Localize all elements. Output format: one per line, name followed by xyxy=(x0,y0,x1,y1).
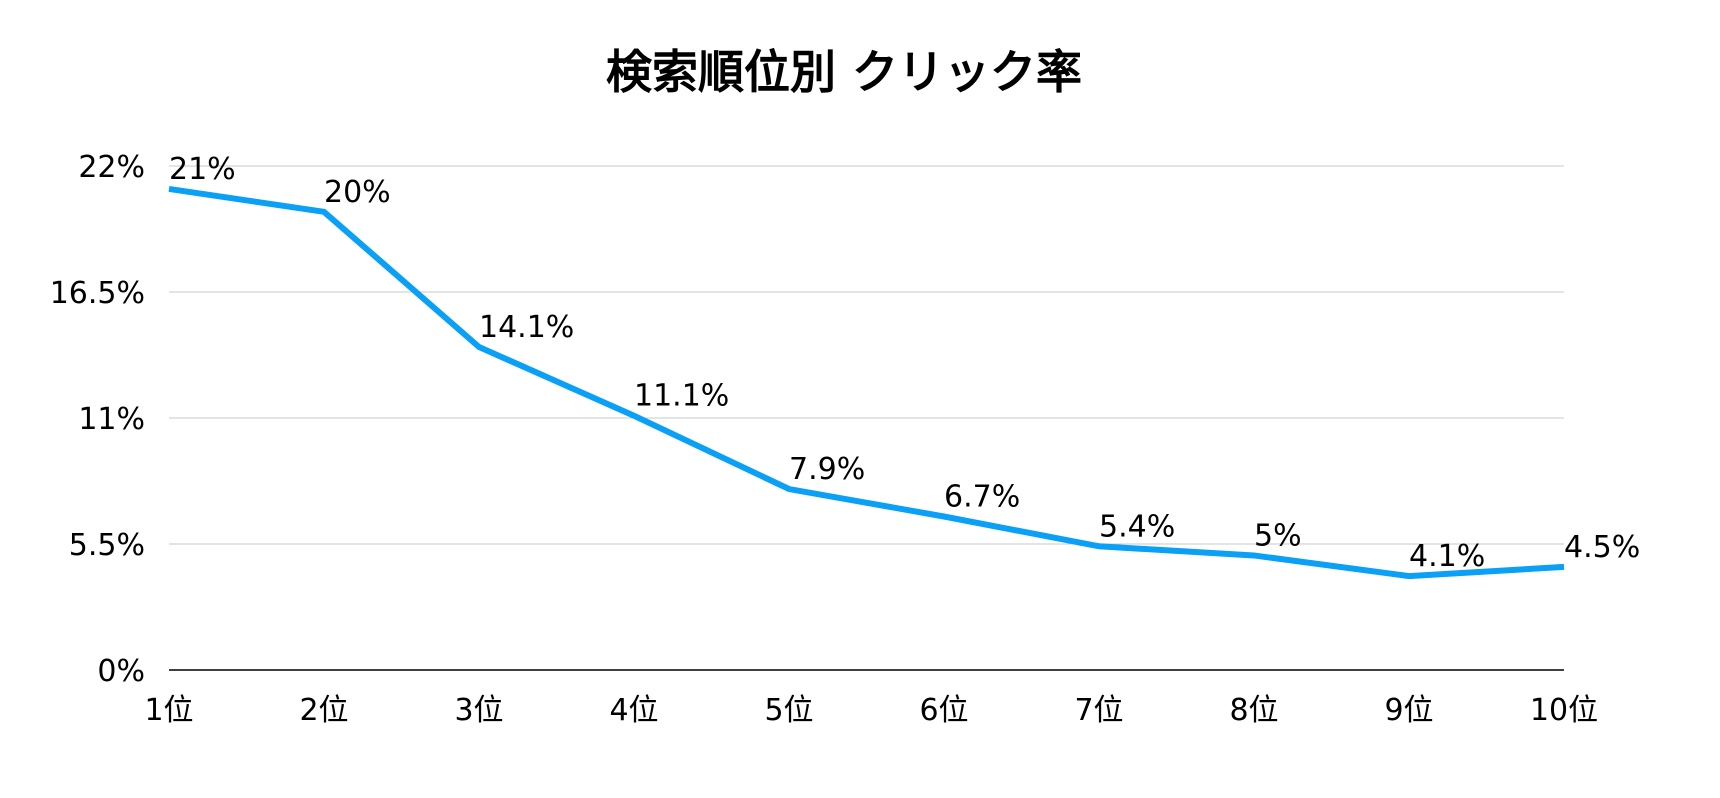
data-label: 14.1% xyxy=(479,310,574,345)
chart-title: 検索順位別 クリック率 xyxy=(606,45,1082,99)
data-labels: 21% 20% 14.1% 11.1% 7.9% 6.7% 5.4% 5% 4.1% 4.5% xyxy=(169,152,1640,574)
x-tick-label: 2位 xyxy=(299,693,348,728)
x-axis-ticks: 1位 2位 3位 4位 5位 6位 7位 8位 9位 10位 xyxy=(144,693,1598,728)
data-label: 11.1% xyxy=(634,379,729,414)
data-label: 5% xyxy=(1254,518,1302,553)
y-tick-label: 11% xyxy=(78,402,145,437)
series-line xyxy=(168,185,1565,580)
y-tick-label: 5.5% xyxy=(69,528,145,563)
x-tick-label: 3位 xyxy=(454,693,503,728)
x-tick-label: 1位 xyxy=(144,693,193,728)
data-label: 5.4% xyxy=(1099,509,1175,544)
data-label: 4.5% xyxy=(1564,530,1640,565)
y-axis-ticks: 0% 5.5% 11% 16.5% 22% xyxy=(50,150,145,689)
data-label: 7.9% xyxy=(789,452,865,487)
data-label: 4.1% xyxy=(1409,539,1485,574)
y-tick-label: 0% xyxy=(97,654,145,689)
x-tick-label: 5位 xyxy=(764,693,813,728)
y-tick-label: 16.5% xyxy=(50,276,145,311)
x-tick-label: 6位 xyxy=(919,693,968,728)
gridlines xyxy=(169,165,1564,671)
x-tick-label: 9位 xyxy=(1384,693,1433,728)
x-tick-label: 7位 xyxy=(1074,693,1123,728)
data-label: 20% xyxy=(324,175,391,210)
y-tick-label: 22% xyxy=(78,150,145,185)
data-label: 21% xyxy=(169,152,236,187)
data-label: 6.7% xyxy=(944,480,1020,515)
x-tick-label: 8位 xyxy=(1229,693,1278,728)
x-tick-label: 4位 xyxy=(609,693,658,728)
x-tick-label: 10位 xyxy=(1530,693,1598,728)
series xyxy=(168,185,1565,580)
